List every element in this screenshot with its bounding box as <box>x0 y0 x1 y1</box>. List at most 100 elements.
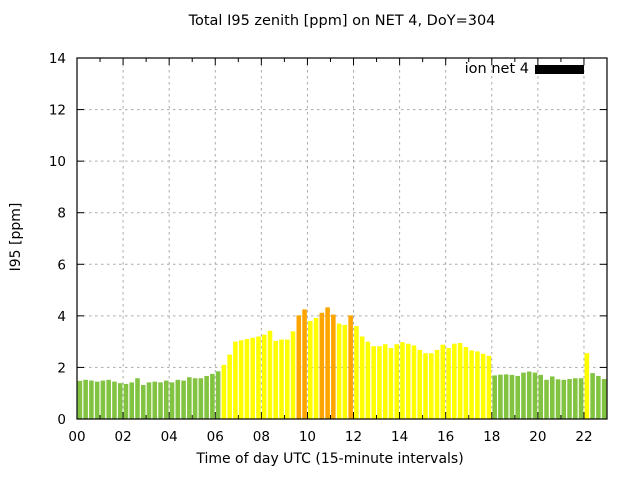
bar <box>164 380 169 419</box>
bar <box>544 379 549 419</box>
bar <box>319 312 325 419</box>
bar <box>359 336 365 419</box>
bar <box>296 315 302 419</box>
bar <box>538 374 544 419</box>
bar <box>509 374 515 419</box>
y-tick-label: 2 <box>57 360 66 376</box>
y-tick-label: 8 <box>57 206 66 222</box>
bar <box>601 379 607 419</box>
bar <box>561 379 567 419</box>
bar <box>227 354 232 419</box>
y-tick-label: 4 <box>57 309 66 325</box>
x-tick-labels: 00 02 04 06 08 10 12 14 16 18 20 22 <box>68 429 592 445</box>
bar <box>123 383 129 419</box>
bar <box>146 382 152 419</box>
bar <box>325 307 330 419</box>
bar <box>365 341 371 419</box>
bar <box>498 374 503 419</box>
axis-ticks <box>76 57 607 420</box>
gridlines <box>77 57 607 419</box>
bar <box>175 379 181 419</box>
bar <box>181 380 186 419</box>
bar <box>204 375 209 419</box>
bar <box>302 309 307 419</box>
bar <box>77 380 83 419</box>
bar <box>382 344 388 419</box>
bar <box>526 371 532 419</box>
bar <box>423 353 428 419</box>
bar <box>394 344 400 419</box>
bar <box>284 339 290 419</box>
bar <box>169 382 175 419</box>
x-tick-label: 18 <box>483 429 500 445</box>
x-tick-label: 00 <box>68 429 85 445</box>
bar <box>308 321 313 419</box>
bar <box>198 378 204 419</box>
bar <box>429 353 434 419</box>
y-tick-labels: 0 2 4 6 8 10 12 14 <box>49 51 66 428</box>
bar <box>463 347 469 419</box>
x-tick-label: 06 <box>207 429 224 445</box>
bar <box>532 372 538 419</box>
bar <box>140 384 146 419</box>
bar <box>89 380 94 419</box>
bar <box>578 378 584 419</box>
bar <box>342 324 348 419</box>
x-tick-label: 22 <box>575 429 592 445</box>
y-tick-label: 0 <box>57 412 66 428</box>
bar <box>584 353 590 419</box>
bar <box>348 315 353 419</box>
legend-label: ion net 4 <box>464 61 529 77</box>
bar <box>567 379 572 419</box>
bar <box>590 373 595 419</box>
bar <box>244 339 250 419</box>
bar <box>440 344 446 419</box>
bar <box>117 383 123 419</box>
bar <box>112 381 117 419</box>
bar <box>336 323 342 419</box>
bar <box>267 330 273 419</box>
bar <box>250 337 255 419</box>
y-tick-label: 6 <box>57 257 66 273</box>
bar <box>400 342 405 419</box>
x-tick-label: 20 <box>529 429 546 445</box>
bar <box>405 343 411 419</box>
bar <box>135 378 140 419</box>
x-tick-label: 04 <box>161 429 178 445</box>
bar <box>354 326 359 419</box>
y-tick-label: 14 <box>49 51 66 67</box>
bar <box>573 378 578 419</box>
bar <box>446 348 451 419</box>
bar <box>106 379 111 419</box>
x-tick-label: 10 <box>299 429 316 445</box>
y-axis-label: I95 [ppm] <box>8 202 24 272</box>
bar <box>434 349 440 419</box>
bar <box>210 373 215 420</box>
bar <box>192 378 198 419</box>
bar <box>377 346 382 419</box>
chart-title: Total I95 zenith [ppm] on NET 4, DoY=304 <box>188 13 496 29</box>
bars <box>77 307 607 420</box>
plot-frame <box>76 57 608 420</box>
bar <box>486 355 492 419</box>
bar <box>555 379 561 419</box>
bar <box>492 375 497 419</box>
bar <box>290 331 296 419</box>
x-tick-label: 12 <box>345 429 362 445</box>
x-tick-label: 02 <box>114 429 131 445</box>
bar <box>215 371 221 419</box>
bar <box>313 317 319 419</box>
bar <box>261 334 267 419</box>
bar <box>371 346 376 419</box>
bar <box>515 375 520 419</box>
bar <box>273 340 279 419</box>
bar <box>152 381 158 419</box>
bar <box>457 342 463 419</box>
bar <box>238 340 244 419</box>
bar <box>100 380 106 419</box>
bar <box>233 341 238 419</box>
bar <box>279 339 284 419</box>
bar <box>475 351 480 419</box>
